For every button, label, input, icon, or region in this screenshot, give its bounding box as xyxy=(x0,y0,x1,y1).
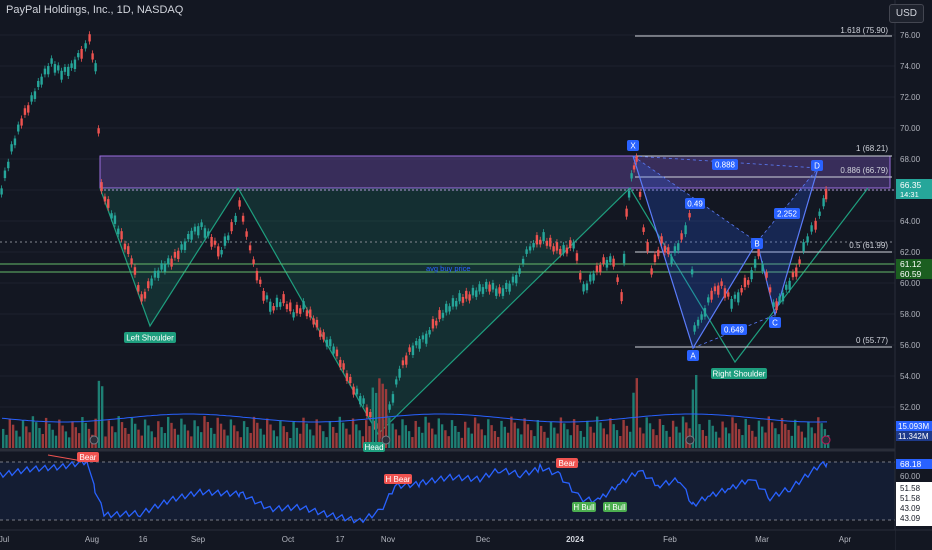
bear-tag-1 xyxy=(77,452,99,462)
time-tick: Dec xyxy=(476,535,490,544)
time-tick: Sep xyxy=(191,535,206,544)
fib-label-0886: 0.886 (66.79) xyxy=(840,166,888,175)
event-icons xyxy=(89,435,831,445)
volume-value: 15.093M xyxy=(898,422,929,431)
price-tick: 76.00 xyxy=(900,31,921,40)
countdown-value: 14:31 xyxy=(900,190,919,199)
time-tick: Aug xyxy=(85,535,99,544)
head-label: Head xyxy=(364,443,383,452)
price-tick: 64.00 xyxy=(900,217,921,226)
time-tick: 2024 xyxy=(566,535,584,544)
time-axis[interactable] xyxy=(0,530,895,550)
rsi-band-3: 43.09 xyxy=(900,504,921,513)
time-tick: Apr xyxy=(839,535,852,544)
right-shoulder-label: Right Shoulder xyxy=(713,370,766,379)
currency-button[interactable]: USD xyxy=(888,4,924,23)
price-tick: 74.00 xyxy=(900,62,921,71)
right-shoulder-tag xyxy=(711,368,767,379)
ratio-0888-tag xyxy=(712,159,738,170)
last-price-value: 66.35 xyxy=(900,180,922,190)
price-tick: 54.00 xyxy=(900,372,921,381)
time-tick: Oct xyxy=(282,535,295,544)
price-tick: 72.00 xyxy=(900,93,921,102)
point-d-tag xyxy=(811,160,823,171)
point-x-label: X xyxy=(630,142,636,151)
fib-zone xyxy=(99,155,891,189)
ratio-2252-label: 2.252 xyxy=(777,210,798,219)
ratio-0649-label: 0.649 xyxy=(724,326,745,335)
time-tick: Jul xyxy=(0,535,9,544)
ratio-049-label: 0.49 xyxy=(687,200,703,209)
left-shoulder-label: Left Shoulder xyxy=(126,334,174,343)
level-value-a: 61.12 xyxy=(900,259,922,269)
left-shoulder-tag xyxy=(124,332,176,343)
price-tick: 60.00 xyxy=(900,279,921,288)
volume-ma-line xyxy=(1,413,827,423)
ratio-0888-label: 0.888 xyxy=(715,161,736,170)
h-bull-tag-1 xyxy=(572,502,596,512)
h-bear-tag xyxy=(384,474,412,484)
volume-ma-value: 11.342M xyxy=(898,432,929,441)
volume-badge xyxy=(896,421,932,431)
time-tick: Mar xyxy=(755,535,769,544)
time-tick: Nov xyxy=(381,535,395,544)
level-value-b: 60.59 xyxy=(900,269,922,279)
level-badge-a xyxy=(896,259,932,269)
price-tick: 56.00 xyxy=(900,341,921,350)
time-tick: Feb xyxy=(663,535,677,544)
head-tag xyxy=(363,442,385,452)
harmonic-xab xyxy=(633,156,757,348)
volume-ma-badge xyxy=(896,431,932,441)
harmonic-bcd xyxy=(757,168,818,315)
rsi-band xyxy=(0,462,895,520)
fib-label-0: 0 (55.77) xyxy=(856,336,888,345)
head-and-shoulders-area xyxy=(100,188,630,434)
rsi-band-4: 43.09 xyxy=(900,514,921,523)
bear-label-1: Bear xyxy=(80,453,97,462)
avg-buy-price-label: avg buy price xyxy=(426,264,471,273)
point-c-label: C xyxy=(772,319,778,328)
point-b-tag xyxy=(751,238,763,249)
fib-label-05: 0.5 (61.99) xyxy=(849,241,888,250)
point-x-tag xyxy=(627,140,639,151)
head-and-shoulders-line xyxy=(99,186,869,435)
rsi-mid-panel xyxy=(896,482,932,526)
ratio-0649-tag xyxy=(721,324,747,335)
price-tick: 62.00 xyxy=(900,248,921,257)
rsi-band-2: 51.58 xyxy=(900,494,921,503)
point-b-label: B xyxy=(754,240,759,249)
ratio-2252-tag xyxy=(774,208,800,219)
point-a-label: A xyxy=(690,352,696,361)
level-badge-b xyxy=(896,269,932,279)
point-d-label: D xyxy=(814,162,820,171)
fib-label-1618: 1.618 (75.90) xyxy=(840,26,888,35)
h-bull-tag-2 xyxy=(603,502,627,512)
chart-title: PayPal Holdings, Inc., 1D, NASDAQ xyxy=(6,4,184,16)
rsi-value: 68.18 xyxy=(900,459,922,469)
last-price-badge xyxy=(896,179,932,199)
price-tick: 58.00 xyxy=(900,310,921,319)
point-a-tag xyxy=(687,350,699,361)
price-tick: 52.00 xyxy=(900,403,921,412)
time-tick: 16 xyxy=(139,535,148,544)
price-tick: 68.00 xyxy=(900,155,921,164)
h-bull-label-1: H Bull xyxy=(573,503,595,512)
bear-tag-2 xyxy=(556,458,578,468)
point-c-tag xyxy=(769,317,781,328)
ratio-049-tag xyxy=(685,198,705,209)
rsi-line xyxy=(0,458,828,524)
h-bear-label: H Bear xyxy=(386,475,411,484)
fib-lines xyxy=(635,35,892,348)
rsi-band-1: 51.58 xyxy=(900,484,921,493)
time-tick: 17 xyxy=(336,535,345,544)
price-tick: 70.00 xyxy=(900,124,921,133)
bear-label-2: Bear xyxy=(559,459,576,468)
rsi-upper-tick: 60.00 xyxy=(900,472,921,481)
rsi-badge xyxy=(896,459,932,469)
fib-label-1: 1 (68.21) xyxy=(856,144,888,153)
h-bull-label-2: H Bull xyxy=(604,503,626,512)
